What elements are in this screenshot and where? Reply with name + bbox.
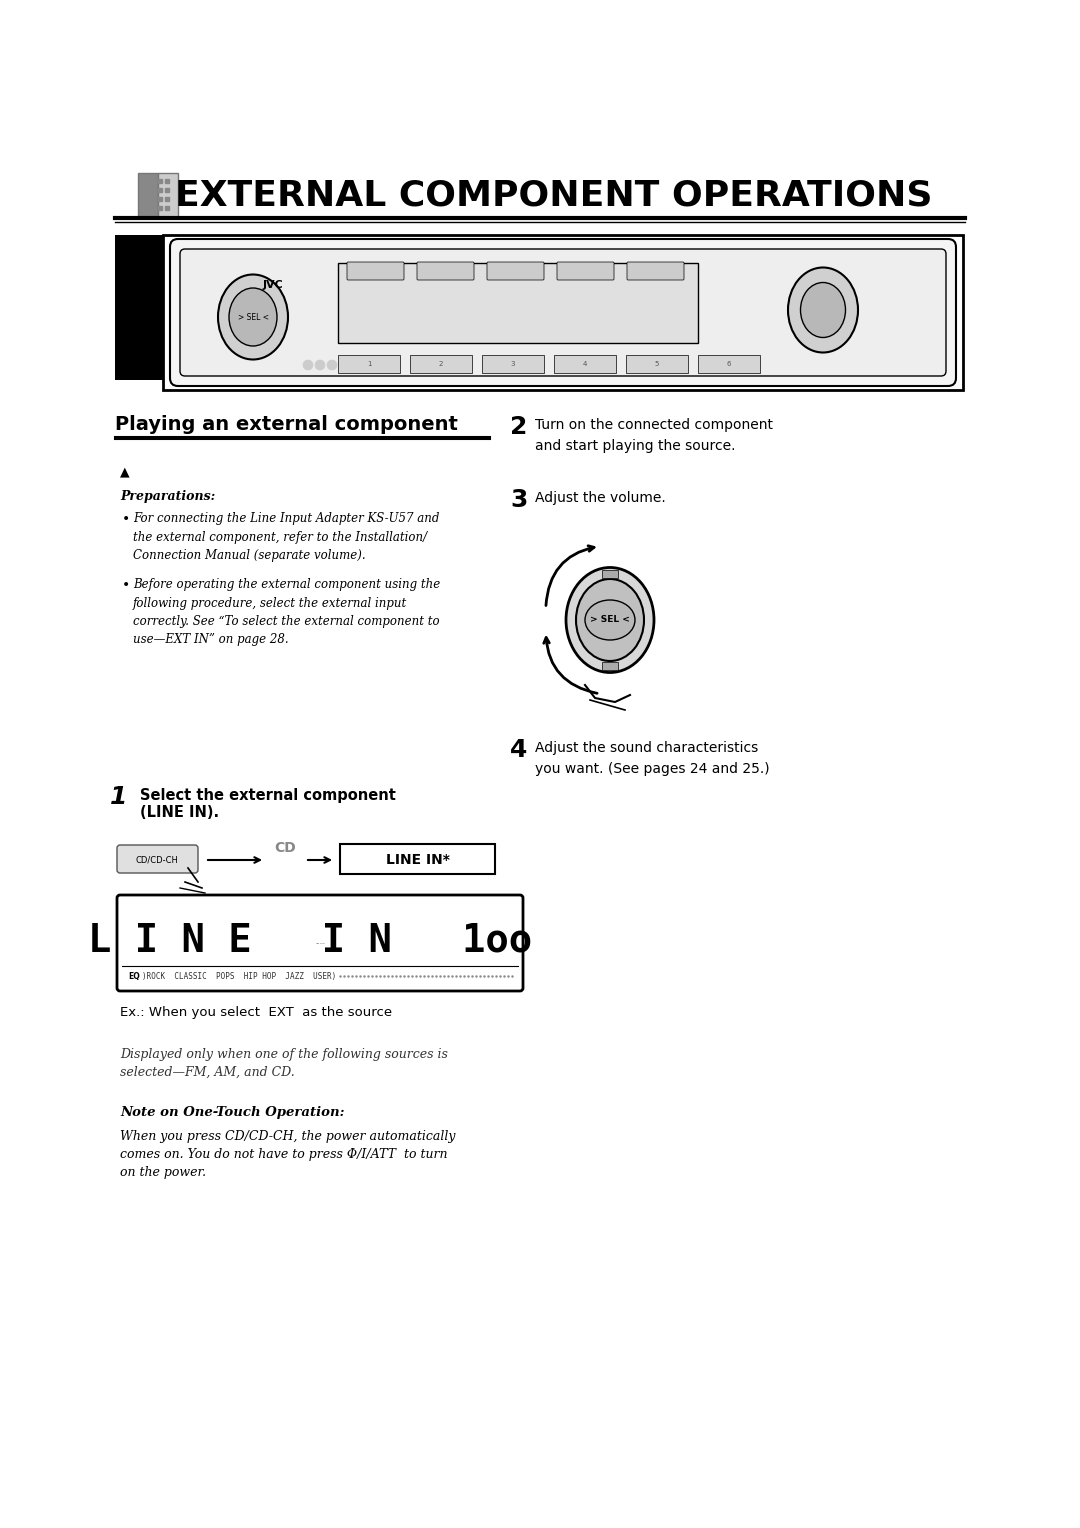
Text: 3: 3 bbox=[511, 361, 515, 367]
Text: 2: 2 bbox=[510, 416, 527, 439]
Bar bbox=[340, 843, 495, 874]
Text: 4: 4 bbox=[510, 738, 527, 762]
Text: ▲: ▲ bbox=[120, 466, 130, 478]
Ellipse shape bbox=[800, 283, 846, 338]
Text: Preparations:: Preparations: bbox=[120, 490, 215, 503]
Bar bbox=[114, 235, 165, 380]
Text: For connecting the Line Input Adapter KS-U57 and
the external component, refer t: For connecting the Line Input Adapter KS… bbox=[133, 512, 440, 562]
Circle shape bbox=[327, 361, 337, 370]
Text: > SEL <: > SEL < bbox=[238, 313, 269, 321]
FancyBboxPatch shape bbox=[117, 845, 198, 872]
Text: > SEL <: > SEL < bbox=[590, 616, 630, 625]
Bar bbox=[602, 662, 618, 669]
Text: 4: 4 bbox=[583, 361, 588, 367]
FancyBboxPatch shape bbox=[180, 249, 946, 376]
Ellipse shape bbox=[576, 579, 644, 662]
Text: 3: 3 bbox=[510, 487, 527, 512]
Text: CD: CD bbox=[274, 840, 296, 856]
Text: Adjust the sound characteristics
you want. (See pages 24 and 25.): Adjust the sound characteristics you wan… bbox=[535, 741, 770, 776]
Text: Ex.: When you select  EXT  as the source: Ex.: When you select EXT as the source bbox=[120, 1005, 392, 1019]
Text: Note on One-Touch Operation:: Note on One-Touch Operation: bbox=[120, 1106, 345, 1118]
FancyBboxPatch shape bbox=[627, 261, 684, 280]
Text: Adjust the volume.: Adjust the volume. bbox=[535, 490, 665, 504]
Text: )ROCK  CLASSIC  POPS  HIP HOP  JAZZ  USER): )ROCK CLASSIC POPS HIP HOP JAZZ USER) bbox=[141, 972, 336, 981]
Bar bbox=[626, 354, 688, 373]
FancyBboxPatch shape bbox=[170, 238, 956, 387]
Text: CD/CD-CH: CD/CD-CH bbox=[136, 856, 178, 865]
FancyBboxPatch shape bbox=[117, 895, 523, 992]
Bar bbox=[602, 570, 618, 578]
Text: •: • bbox=[122, 578, 131, 591]
Text: Select the external component
(LINE IN).: Select the external component (LINE IN). bbox=[140, 788, 396, 821]
Text: 6: 6 bbox=[727, 361, 731, 367]
Text: Playing an external component: Playing an external component bbox=[114, 416, 458, 434]
Text: When you press CD/CD-CH, the power automatically
comes on. You do not have to pr: When you press CD/CD-CH, the power autom… bbox=[120, 1131, 456, 1180]
Bar bbox=[554, 354, 616, 373]
Text: 1: 1 bbox=[367, 361, 372, 367]
Circle shape bbox=[315, 361, 325, 370]
Text: Before operating the external component using the
following procedure, select th: Before operating the external component … bbox=[133, 578, 441, 646]
Ellipse shape bbox=[788, 267, 858, 353]
FancyBboxPatch shape bbox=[417, 261, 474, 280]
Bar bbox=[158, 173, 178, 217]
FancyBboxPatch shape bbox=[347, 261, 404, 280]
Ellipse shape bbox=[229, 287, 276, 345]
Text: •: • bbox=[122, 512, 131, 526]
Bar bbox=[338, 354, 400, 373]
Text: 2: 2 bbox=[438, 361, 443, 367]
Text: L I N E   I N   1oo: L I N E I N 1oo bbox=[87, 921, 532, 960]
Text: 1: 1 bbox=[110, 785, 127, 808]
Bar bbox=[163, 235, 963, 390]
Bar bbox=[482, 354, 544, 373]
Bar bbox=[698, 354, 760, 373]
Text: EQ: EQ bbox=[129, 972, 139, 981]
Bar bbox=[410, 354, 472, 373]
Ellipse shape bbox=[566, 567, 654, 672]
Bar bbox=[338, 263, 698, 342]
Text: LINE IN*: LINE IN* bbox=[386, 853, 450, 866]
Bar bbox=[138, 173, 158, 217]
Circle shape bbox=[303, 361, 313, 370]
Text: 5: 5 bbox=[654, 361, 659, 367]
Text: Displayed only when one of the following sources is
selected—FM, AM, and CD.: Displayed only when one of the following… bbox=[120, 1048, 448, 1079]
FancyBboxPatch shape bbox=[487, 261, 544, 280]
Text: JVC: JVC bbox=[262, 280, 283, 290]
Text: EXTERNAL COMPONENT OPERATIONS: EXTERNAL COMPONENT OPERATIONS bbox=[175, 177, 932, 212]
Ellipse shape bbox=[218, 275, 288, 359]
FancyBboxPatch shape bbox=[557, 261, 615, 280]
Text: Turn on the connected component
and start playing the source.: Turn on the connected component and star… bbox=[535, 419, 773, 452]
Ellipse shape bbox=[585, 601, 635, 640]
